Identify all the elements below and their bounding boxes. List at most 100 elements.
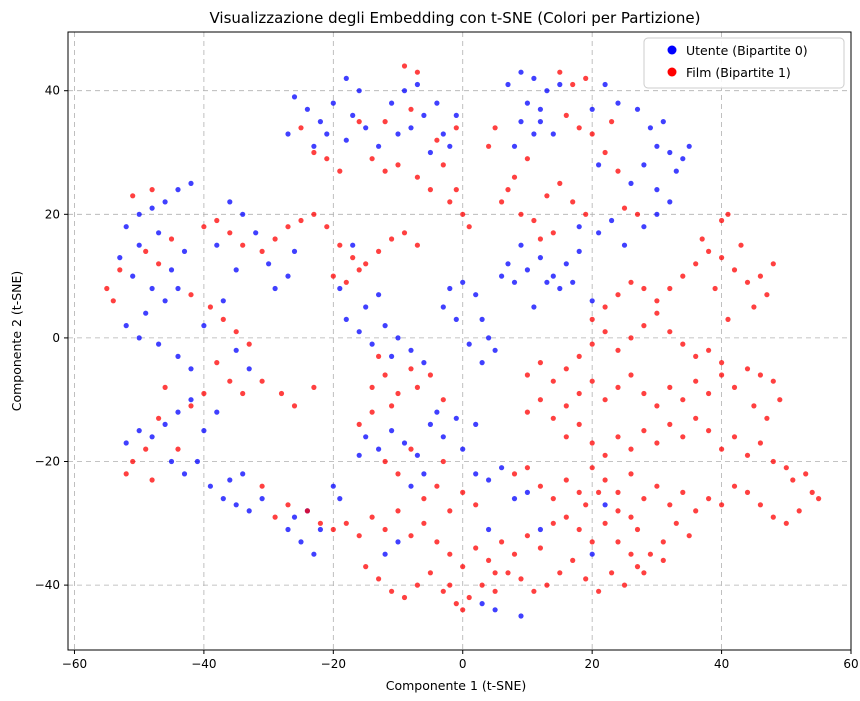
- data-point: [317, 526, 323, 533]
- data-point: [136, 428, 142, 434]
- data-point: [162, 298, 168, 304]
- data-point: [596, 230, 602, 236]
- data-point: [628, 279, 634, 285]
- data-point: [596, 588, 602, 594]
- data-point: [602, 304, 608, 310]
- data-point: [816, 496, 822, 502]
- data-point: [382, 372, 388, 378]
- data-point: [654, 187, 660, 193]
- data-point: [382, 526, 388, 533]
- data-point: [453, 112, 459, 118]
- legend-box: [643, 37, 845, 89]
- data-point: [492, 570, 498, 576]
- data-point: [751, 403, 757, 409]
- data-point: [531, 304, 537, 310]
- x-axis-label: Componente 1 (t-SNE): [386, 678, 527, 693]
- data-point: [408, 483, 414, 489]
- data-point: [524, 267, 531, 273]
- data-point: [680, 156, 686, 162]
- data-point: [609, 570, 615, 576]
- data-point: [615, 489, 621, 495]
- data-point: [401, 63, 408, 69]
- data-point: [589, 341, 595, 347]
- data-point: [343, 520, 349, 526]
- data-point: [395, 471, 401, 477]
- data-point: [479, 582, 485, 588]
- data-point: [615, 384, 621, 390]
- data-point: [460, 211, 466, 217]
- data-point: [757, 273, 764, 279]
- data-point: [486, 143, 492, 149]
- data-point: [757, 502, 764, 508]
- data-point: [680, 489, 686, 495]
- data-point: [583, 576, 589, 582]
- data-point: [356, 329, 362, 335]
- data-point: [149, 187, 155, 193]
- data-point: [589, 465, 595, 471]
- data-point: [783, 520, 789, 526]
- data-point: [421, 496, 427, 502]
- data-point: [524, 409, 531, 415]
- data-point: [434, 539, 440, 545]
- data-point: [343, 279, 349, 285]
- data-point: [291, 403, 298, 409]
- data-point: [628, 551, 634, 557]
- data-point: [298, 125, 304, 131]
- data-point: [719, 255, 725, 261]
- data-point: [324, 224, 330, 230]
- data-point: [563, 403, 569, 409]
- data-point: [602, 81, 608, 88]
- data-point: [395, 162, 401, 168]
- data-point: [518, 69, 524, 75]
- data-point: [486, 557, 492, 564]
- data-point: [557, 81, 563, 88]
- data-point: [408, 347, 414, 353]
- data-point: [259, 483, 265, 489]
- data-point: [214, 360, 220, 366]
- data-point: [447, 143, 453, 149]
- data-point: [511, 551, 518, 557]
- data-point: [136, 242, 142, 248]
- data-point: [149, 285, 155, 292]
- data-point: [434, 483, 440, 489]
- data-point: [576, 390, 582, 397]
- data-point: [589, 440, 595, 446]
- data-point: [156, 341, 162, 347]
- data-point: [376, 353, 382, 359]
- data-point: [647, 551, 654, 557]
- data-point: [544, 193, 550, 199]
- data-point: [583, 211, 589, 217]
- data-point: [563, 514, 569, 520]
- data-point: [453, 125, 459, 131]
- data-point: [589, 551, 595, 557]
- data-point: [589, 539, 595, 545]
- data-point: [719, 217, 725, 224]
- data-point: [136, 335, 142, 341]
- data-point: [686, 143, 692, 149]
- data-point: [130, 273, 136, 279]
- data-point: [615, 539, 621, 545]
- data-point: [447, 551, 453, 557]
- data-point: [427, 187, 433, 193]
- data-point: [285, 526, 291, 533]
- data-point: [246, 366, 252, 372]
- data-point: [505, 187, 511, 193]
- data-point: [537, 119, 544, 125]
- data-point: [706, 496, 712, 502]
- data-point: [641, 570, 647, 576]
- data-point: [770, 514, 776, 520]
- data-point: [233, 347, 239, 353]
- data-point: [259, 496, 265, 502]
- data-point: [473, 502, 479, 508]
- y-tick-label: −20: [35, 455, 60, 469]
- data-point: [324, 156, 330, 162]
- data-point: [136, 211, 142, 217]
- data-point: [343, 137, 349, 143]
- data-point: [369, 341, 375, 347]
- data-point: [240, 390, 246, 397]
- data-point: [376, 292, 382, 298]
- data-point: [654, 403, 660, 409]
- data-point: [550, 230, 556, 236]
- data-point: [447, 285, 453, 292]
- series-1: [104, 63, 822, 613]
